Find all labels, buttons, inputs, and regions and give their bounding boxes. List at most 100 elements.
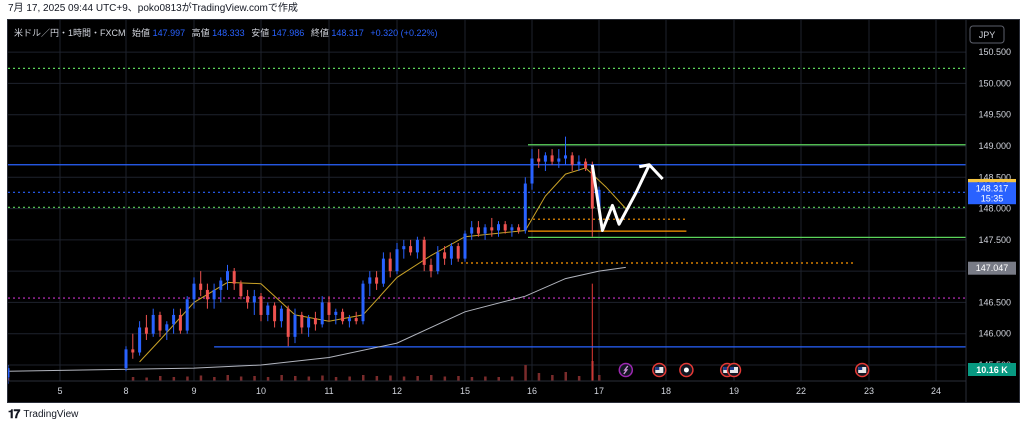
svg-text:米ドル／円・1時間・FXCM 始値: 米ドル／円・1時間・FXCM 始値 147.997 高値 148.333 安値 … bbox=[14, 27, 437, 38]
legend: 米ドル／円・1時間・FXCM 始値 147.997 高値 148.333 安値 … bbox=[14, 27, 437, 38]
candle-body bbox=[490, 227, 494, 231]
flag-canton bbox=[723, 367, 728, 370]
time-axis[interactable]: 5 8 9 10 11 12 15 16 17 18 19 22 23 24 bbox=[8, 380, 966, 396]
horizontal-lines[interactable] bbox=[8, 67, 966, 348]
price-tick-label: 150.500 bbox=[978, 47, 1011, 57]
volume-bar bbox=[348, 376, 351, 381]
candle-body bbox=[158, 314, 162, 331]
time-tick-label: 18 bbox=[661, 386, 671, 396]
candle-body bbox=[354, 318, 358, 322]
event-dot-center bbox=[683, 367, 689, 373]
caption-text: 7月 17, 2025 09:44 UTC+9、poko0813がTrading… bbox=[8, 3, 298, 14]
candle-body bbox=[388, 258, 392, 272]
candle-body bbox=[259, 296, 263, 315]
time-tick-label: 9 bbox=[191, 386, 196, 396]
chart-frame[interactable]: 米ドル／円・1時間・FXCM 始値 147.997 高値 148.333 安値 … bbox=[6, 19, 1020, 403]
volume-bar bbox=[457, 376, 460, 381]
candle-body bbox=[124, 349, 128, 369]
candle-body bbox=[327, 302, 331, 315]
candle-body bbox=[307, 318, 311, 328]
volume-bars bbox=[7, 283, 601, 381]
moving-average-short bbox=[139, 167, 627, 363]
volume-bar bbox=[307, 376, 311, 381]
candle-body bbox=[429, 264, 433, 272]
time-tick-label: 17 bbox=[594, 386, 604, 396]
legend-change: +0.320 (+0.22%) bbox=[370, 28, 437, 38]
candle-body bbox=[381, 258, 385, 284]
volume-bar bbox=[199, 375, 203, 381]
candle-body bbox=[313, 318, 317, 325]
projection-arrow[interactable] bbox=[590, 163, 664, 232]
legend-open-label: 始値 bbox=[132, 27, 150, 38]
candle-body bbox=[185, 299, 189, 331]
time-tick-label: 23 bbox=[864, 386, 874, 396]
candle-body bbox=[138, 327, 142, 353]
candle-body bbox=[246, 296, 250, 303]
candle-body bbox=[347, 318, 351, 322]
candle-body bbox=[449, 246, 453, 259]
candle-body bbox=[456, 246, 460, 259]
candle-body bbox=[6, 368, 10, 378]
candle-body bbox=[286, 308, 290, 337]
legend-open-value: 147.997 bbox=[153, 28, 186, 38]
candle-body bbox=[530, 158, 534, 184]
candle-body bbox=[199, 283, 203, 290]
legend-close-value: 148.317 bbox=[331, 28, 364, 38]
projection-arrowhead bbox=[638, 163, 664, 181]
candle-body bbox=[537, 158, 541, 162]
currency-button[interactable]: JPY bbox=[969, 25, 1005, 44]
volume-bar bbox=[239, 376, 243, 381]
volume-bar bbox=[145, 377, 148, 381]
time-tick-label: 24 bbox=[931, 386, 941, 396]
candle-body bbox=[557, 158, 561, 162]
tradingview-logo-icon: 𝟏𝟕 bbox=[8, 406, 20, 421]
moving-average-long bbox=[7, 266, 626, 372]
flag-canton bbox=[655, 367, 660, 370]
candle-body bbox=[415, 239, 419, 253]
price-tick-label: 146.000 bbox=[978, 329, 1011, 339]
price-tick-label: 148.500 bbox=[978, 172, 1011, 182]
volume-bar bbox=[551, 375, 554, 381]
flag-canton bbox=[730, 367, 734, 370]
price-label-countdown: 15:35 bbox=[981, 194, 1004, 204]
volume-bar bbox=[362, 375, 365, 381]
candle-body bbox=[252, 296, 256, 303]
candle-body bbox=[219, 280, 223, 290]
candle-body bbox=[334, 311, 338, 315]
candle-body bbox=[192, 283, 196, 300]
price-tick-label: 149.500 bbox=[978, 110, 1011, 120]
volume-bar bbox=[280, 375, 283, 381]
volume-bar bbox=[443, 376, 447, 381]
candle-body bbox=[239, 283, 243, 297]
candle-body bbox=[273, 305, 277, 322]
candle-body bbox=[232, 271, 236, 284]
candle-body bbox=[165, 324, 169, 331]
price-axis[interactable]: 150.500 150.000 149.500 149.000 148.500 148.0… bbox=[965, 20, 1011, 402]
candle-body bbox=[320, 302, 324, 325]
volume-bar bbox=[226, 375, 229, 381]
candle-body bbox=[151, 314, 155, 334]
candle-body bbox=[395, 249, 399, 272]
event-icons[interactable] bbox=[618, 362, 870, 378]
legend-low-value: 147.986 bbox=[272, 28, 305, 38]
candle-body bbox=[402, 246, 406, 250]
price-tick-label: 150.000 bbox=[978, 78, 1011, 88]
volume-label: 10.16 K bbox=[968, 363, 1016, 376]
volume-bar bbox=[321, 375, 324, 381]
candle-body bbox=[205, 289, 209, 300]
volume-bar bbox=[497, 377, 500, 381]
price-chart[interactable]: 米ドル／円・1時間・FXCM 始値 147.997 高値 148.333 安値 … bbox=[6, 20, 1019, 402]
candle-body bbox=[293, 314, 297, 337]
volume-bar bbox=[389, 375, 392, 381]
volume-bar bbox=[577, 376, 581, 381]
candle-body bbox=[368, 277, 372, 284]
volume-bar bbox=[375, 376, 379, 381]
candle-body bbox=[584, 161, 588, 168]
volume-bar bbox=[430, 375, 433, 381]
volume-bar bbox=[159, 376, 162, 381]
candle-body bbox=[443, 252, 447, 259]
time-tick-label: 19 bbox=[729, 386, 739, 396]
volume-bar bbox=[131, 377, 135, 381]
legend-high-label: 高値 bbox=[192, 27, 210, 38]
